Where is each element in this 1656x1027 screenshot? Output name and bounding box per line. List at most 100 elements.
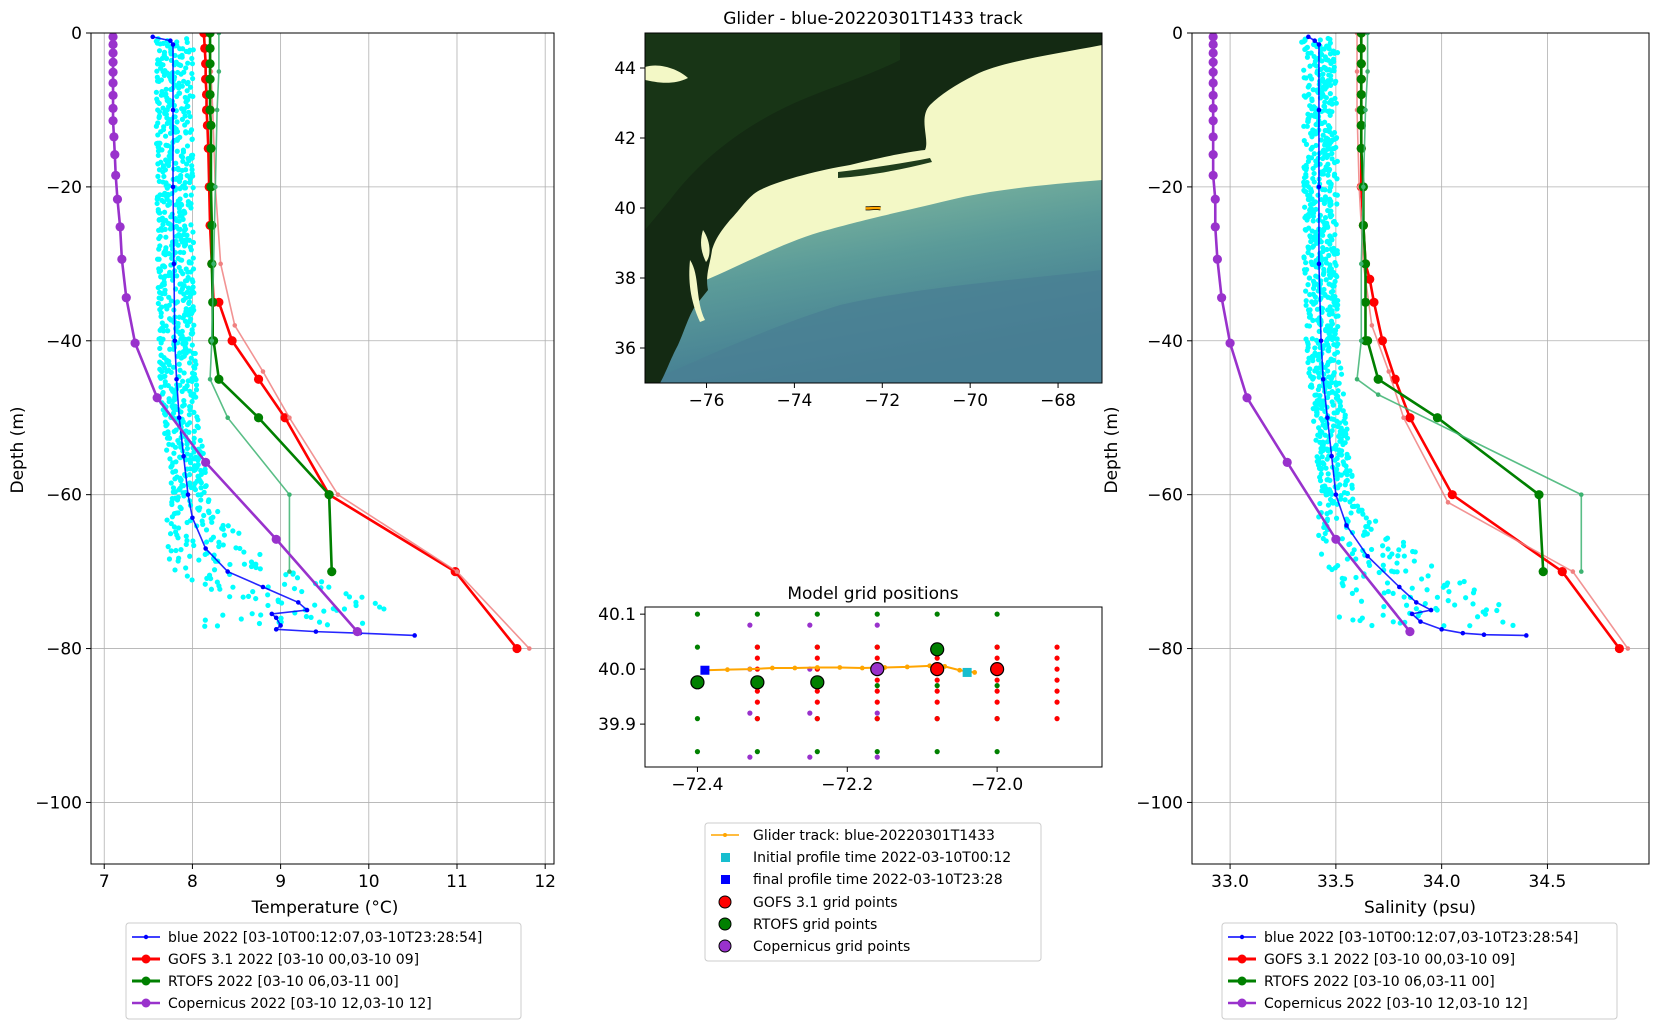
salinity-glider-cast-point [1385, 546, 1391, 552]
temperature-glider-cast-point [159, 320, 165, 326]
temperature-glider-cast-point [157, 335, 163, 342]
salinity-glider-cast-point [1326, 382, 1332, 389]
temperature-glider-cast-point [161, 72, 168, 79]
temperature-glider-cast-point [182, 318, 189, 324]
salinity-glider-cast-point [1353, 574, 1359, 581]
temperature-series-point [201, 457, 211, 467]
temperature-glider-cast-point [216, 539, 222, 545]
temperature-series-point [273, 615, 279, 621]
salinity-glider-cast-point [1332, 278, 1338, 285]
temperature-glider-cast-point [318, 579, 325, 585]
salinity-glider-cast-point [1401, 553, 1407, 559]
salinity-glider-cast-point [1324, 456, 1330, 462]
temperature-glider-cast-point [381, 606, 387, 612]
temperature-series-point [207, 376, 213, 382]
copernicus-grid-point [874, 754, 880, 760]
temperature-glider-cast-point [162, 273, 168, 279]
gofs-grid-point [1054, 666, 1060, 672]
temperature-glider-cast-point [190, 255, 196, 261]
salinity-glider-cast-point [1307, 366, 1313, 372]
temperature-glider-cast-point [253, 564, 259, 571]
salinity-x-tick-label: 33.0 [1211, 872, 1249, 892]
temperature-series-point [108, 67, 118, 77]
salinity-glider-cast-point [1326, 129, 1333, 135]
temperature-series-point [278, 623, 283, 628]
gofs-selected-point [990, 662, 1005, 677]
temperature-glider-cast-point [214, 623, 221, 629]
temperature-glider-cast-point [291, 585, 298, 592]
temperature-glider-cast-point [156, 115, 162, 121]
temperature-glider-cast-point [173, 510, 180, 516]
salinity-series-point [1217, 293, 1227, 303]
salinity-glider-cast-point [1328, 73, 1334, 79]
salinity-series-point [1432, 413, 1443, 423]
salinity-glider-cast-point [1303, 288, 1309, 294]
rtofs-selected-point [690, 675, 705, 690]
rtofs-selected-point [750, 675, 765, 690]
salinity-glider-cast-point [1326, 46, 1332, 52]
temperature-glider-cast-point [178, 153, 184, 159]
temperature-glider-cast-point [183, 130, 189, 136]
temperature-glider-cast-point [174, 273, 180, 279]
temperature-y-tick-label: −100 [35, 793, 82, 813]
gofs-grid-point [1054, 699, 1060, 705]
salinity-glider-cast-point [1305, 282, 1311, 288]
salinity-y-tick-label: −20 [1147, 178, 1183, 198]
salinity-glider-cast-point [1313, 299, 1319, 306]
temperature-series-point [108, 48, 118, 58]
legend-label: Glider track: blue-20220301T1433 [753, 828, 995, 844]
temperature-glider-cast-point [191, 409, 197, 416]
salinity-glider-cast-point [1328, 68, 1335, 74]
temperature-series-point [171, 261, 177, 267]
legend-label: Copernicus 2022 [03-10 12,03-10 12] [168, 996, 432, 1012]
salinity-glider-cast-point [1318, 46, 1324, 52]
temperature-glider-cast-point [172, 489, 178, 495]
salinity-series-point [1208, 78, 1218, 88]
temperature-glider-cast-point [179, 83, 185, 89]
salinity-glider-cast-point [1317, 37, 1323, 43]
temperature-series-point [412, 633, 417, 638]
salinity-glider-cast-point [1313, 158, 1320, 164]
salinity-glider-cast-point [1329, 375, 1335, 381]
salinity-glider-cast-point [1327, 262, 1333, 268]
temperature-series-point [260, 584, 266, 590]
salinity-glider-cast-point [1307, 307, 1313, 313]
salinity-glider-cast-point [1425, 573, 1431, 579]
temperature-glider-cast-point [173, 160, 179, 166]
salinity-glider-cast-point [1331, 160, 1338, 166]
salinity-glider-cast-point [1474, 614, 1481, 620]
legend-label: Copernicus 2022 [03-10 12,03-10 12] [1264, 996, 1528, 1012]
copernicus-grid-point [747, 622, 753, 628]
model-grid-frame [644, 606, 1103, 768]
temperature-glider-cast-point [177, 134, 183, 140]
salinity-glider-cast-point [1457, 580, 1463, 586]
temperature-glider-cast-point [190, 239, 197, 246]
salinity-glider-cast-point [1322, 127, 1328, 134]
salinity-glider-cast-point [1325, 307, 1331, 313]
salinity-glider-cast-point [1330, 357, 1337, 363]
legend-label: GOFS 3.1 2022 [03-10 00,03-10 09] [168, 952, 419, 968]
temperature-series-line [209, 33, 291, 572]
glider-track-point [972, 670, 978, 675]
salinity-glider-cast-point [1312, 131, 1319, 137]
salinity-glider-cast-point [1323, 327, 1329, 334]
salinity-glider-cast-point [1384, 580, 1391, 586]
temperature-glider-cast-point [158, 296, 164, 302]
salinity-glider-cast-point [1357, 617, 1363, 624]
salinity-series-point [1208, 39, 1218, 50]
salinity-series-point [1358, 261, 1364, 267]
temperature-series-point [335, 492, 341, 497]
temperature-glider-cast-point [202, 617, 208, 623]
salinity-glider-cast-point [1394, 560, 1400, 566]
temperature-glider-cast-point [177, 367, 183, 373]
salinity-glider-cast-point [1413, 606, 1419, 612]
temperature-glider-cast-point [178, 336, 184, 342]
salinity-glider-cast-point [1434, 594, 1441, 600]
salinity-series-point [1210, 222, 1220, 232]
salinity-glider-cast-point [1324, 511, 1330, 517]
salinity-series [1208, 33, 1631, 654]
salinity-series-point [1445, 500, 1451, 505]
temperature-glider-cast-point [248, 563, 255, 570]
salinity-glider-cast-point [1334, 176, 1340, 182]
rtofs-grid-point [994, 683, 1000, 689]
